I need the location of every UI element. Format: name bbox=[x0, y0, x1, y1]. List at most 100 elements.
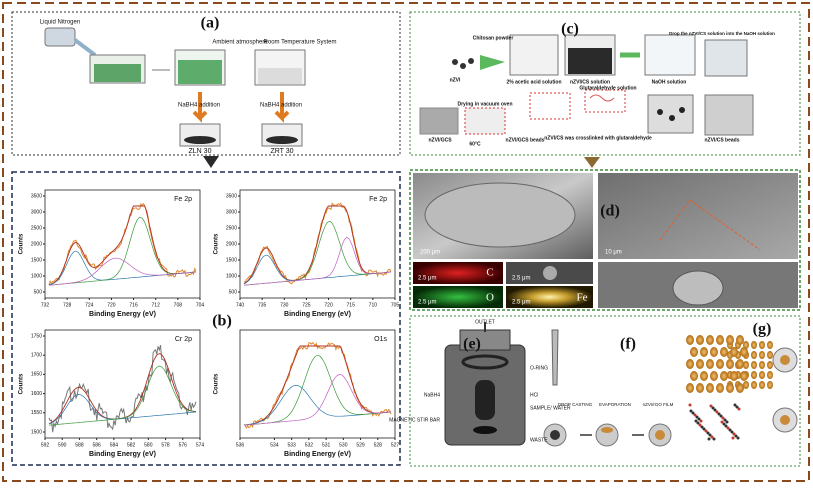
x-tick-label: 576 bbox=[179, 442, 188, 448]
y-tick-label: 1600 bbox=[31, 391, 42, 397]
y-tick-label: 1700 bbox=[31, 353, 42, 359]
particle bbox=[694, 419, 698, 423]
x-tick-label: 720 bbox=[324, 302, 333, 308]
particle bbox=[711, 406, 715, 410]
panel-efg-schematic bbox=[444, 322, 672, 447]
x-tick-label: 536 bbox=[236, 442, 245, 448]
bead bbox=[759, 381, 765, 389]
y-tick-label: 1550 bbox=[31, 410, 42, 416]
particle bbox=[707, 437, 711, 441]
label: 2.5 μm bbox=[418, 300, 436, 306]
bead bbox=[740, 347, 748, 357]
panel-d-frame bbox=[409, 169, 801, 311]
label: Ambient atmosphere bbox=[212, 40, 268, 46]
particle bbox=[699, 419, 703, 423]
bead bbox=[720, 371, 728, 381]
bead bbox=[736, 359, 744, 369]
bead bbox=[700, 371, 708, 381]
bead bbox=[743, 381, 749, 389]
bead bbox=[730, 347, 738, 357]
particle bbox=[715, 410, 719, 414]
label: 2% acetic acid solution bbox=[506, 79, 561, 85]
x-tick-label: 724 bbox=[85, 302, 94, 308]
bead bbox=[759, 361, 765, 369]
panel-label: (g) bbox=[753, 321, 772, 338]
particle bbox=[708, 433, 712, 437]
x-tick-label: 584 bbox=[110, 442, 119, 448]
label: Chitosan powder bbox=[473, 35, 514, 41]
bead bbox=[706, 359, 714, 369]
x-tick-label: 588 bbox=[75, 442, 84, 448]
bead bbox=[767, 361, 773, 369]
panel-a-frame bbox=[11, 11, 401, 156]
bead bbox=[751, 381, 757, 389]
particle bbox=[733, 403, 737, 407]
label: OUTLET bbox=[475, 319, 495, 325]
label: Drop the nZVI/CS solution into the NaOH … bbox=[669, 31, 775, 36]
particle bbox=[709, 404, 713, 408]
bead bbox=[706, 383, 714, 393]
bead bbox=[686, 383, 694, 393]
arrow-down bbox=[584, 157, 600, 168]
label: NaBH4 addition bbox=[178, 103, 220, 109]
plot-area bbox=[44, 189, 201, 299]
y-tick-label: 1000 bbox=[31, 273, 42, 279]
y-tick-label: 3000 bbox=[226, 209, 237, 215]
x-axis-label: Binding Energy (eV) bbox=[89, 451, 156, 458]
panel-label: (c) bbox=[561, 21, 579, 38]
x-tick-label: 712 bbox=[152, 302, 161, 308]
y-tick-label: 1500 bbox=[226, 257, 237, 263]
particle bbox=[696, 421, 700, 425]
label: nZVI/rGO FILM bbox=[643, 402, 674, 407]
bead bbox=[696, 383, 704, 393]
bead bbox=[740, 371, 748, 381]
y-tick-label: 3500 bbox=[31, 193, 42, 199]
label: C bbox=[486, 267, 493, 279]
label: 60°C bbox=[469, 141, 481, 147]
plot-title: Fe 2p bbox=[369, 196, 387, 203]
x-tick-label: 730 bbox=[280, 302, 289, 308]
bead bbox=[710, 371, 718, 381]
label: Liquid Nitrogen bbox=[40, 20, 80, 26]
x-tick-label: 534 bbox=[270, 442, 279, 448]
particle bbox=[726, 426, 730, 430]
particle bbox=[736, 436, 740, 440]
particle bbox=[728, 428, 732, 432]
bead bbox=[726, 383, 734, 393]
panel-label: (b) bbox=[212, 313, 232, 330]
panel-c-frame bbox=[409, 11, 801, 156]
label: nZVI/CS solution bbox=[570, 79, 610, 85]
component-peak bbox=[48, 365, 197, 426]
y-tick-label: 500 bbox=[34, 289, 43, 295]
y-tick-label: 1750 bbox=[31, 333, 42, 339]
particle bbox=[717, 412, 721, 416]
plot-title: Cr 2p bbox=[175, 336, 192, 343]
particle bbox=[732, 432, 736, 436]
panel-label: (e) bbox=[463, 336, 481, 353]
label: DROP CASTING bbox=[558, 402, 593, 407]
panel-label: (f) bbox=[620, 336, 636, 353]
y-tick-label: 2000 bbox=[31, 241, 42, 247]
spectrum-data bbox=[243, 341, 392, 429]
bead bbox=[751, 361, 757, 369]
label: 200 μm bbox=[420, 250, 440, 256]
x-tick-label: 528 bbox=[374, 442, 383, 448]
panel-label: (d) bbox=[600, 203, 620, 220]
label: Glutaraldehyde solution bbox=[579, 85, 636, 91]
x-tick-label: 592 bbox=[41, 442, 50, 448]
outer-frame bbox=[2, 2, 810, 482]
x-tick-label: 529 bbox=[356, 442, 365, 448]
y-tick-label: 2500 bbox=[226, 225, 237, 231]
particle bbox=[700, 425, 704, 429]
particle bbox=[698, 423, 702, 427]
bead bbox=[686, 335, 694, 345]
label: Drying in vacuum oven bbox=[457, 101, 512, 107]
y-tick-label: 2000 bbox=[226, 241, 237, 247]
panel-d-images bbox=[413, 173, 798, 308]
label: NaBH4 addition bbox=[260, 103, 302, 109]
label: O-RING bbox=[530, 365, 548, 371]
label: Fe bbox=[577, 292, 588, 304]
bead bbox=[767, 351, 773, 359]
bead bbox=[716, 359, 724, 369]
bead bbox=[726, 335, 734, 345]
